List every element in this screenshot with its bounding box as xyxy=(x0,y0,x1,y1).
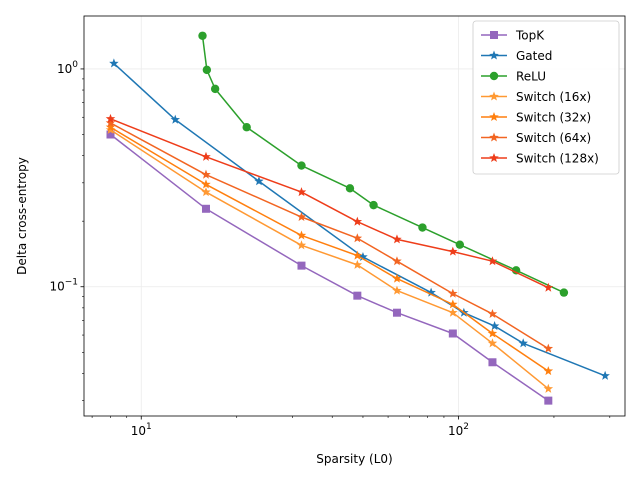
data-point xyxy=(242,123,250,131)
legend-label: Switch (64x) xyxy=(516,131,591,145)
legend-marker xyxy=(490,31,498,39)
data-point xyxy=(297,262,305,270)
y-axis-label: Delta cross-entropy xyxy=(15,157,29,275)
data-point xyxy=(418,223,426,231)
data-point xyxy=(393,309,401,317)
data-point xyxy=(346,184,354,192)
legend-marker xyxy=(490,72,498,80)
data-point xyxy=(353,292,361,300)
data-point xyxy=(488,358,496,366)
legend-label: Gated xyxy=(516,49,552,63)
data-point xyxy=(544,397,552,405)
legend-label: Switch (32x) xyxy=(516,111,591,125)
data-point xyxy=(198,32,206,40)
legend-label: Switch (16x) xyxy=(516,90,591,104)
legend-label: TopK xyxy=(515,29,545,43)
data-point xyxy=(211,85,219,93)
data-point xyxy=(560,288,568,296)
legend: TopK Gated ReLU Switch (16x) Switch (32x) Swi… xyxy=(473,21,619,174)
legend-label: Switch (128x) xyxy=(516,152,599,166)
data-point xyxy=(203,66,211,74)
legend-label: ReLU xyxy=(516,70,546,84)
data-point xyxy=(449,329,457,337)
data-point xyxy=(456,240,464,248)
x-axis-label: Sparsity (L0) xyxy=(316,452,392,466)
data-point xyxy=(369,201,377,209)
data-point xyxy=(297,161,305,169)
data-point xyxy=(202,205,210,213)
